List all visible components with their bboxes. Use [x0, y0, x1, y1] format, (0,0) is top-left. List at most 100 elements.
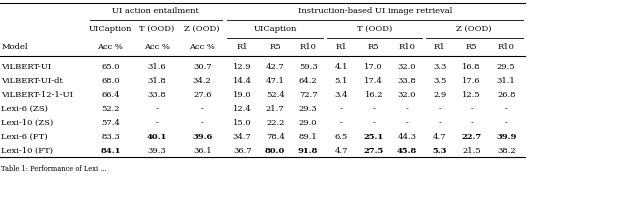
Text: 27.6: 27.6	[193, 91, 211, 99]
Text: 12.9: 12.9	[233, 63, 252, 71]
Text: 16.8: 16.8	[462, 63, 481, 71]
Text: -: -	[372, 119, 375, 127]
Text: 64.2: 64.2	[299, 77, 317, 85]
Text: 33.8: 33.8	[397, 77, 417, 85]
Text: 42.7: 42.7	[266, 63, 285, 71]
Text: -: -	[340, 119, 342, 127]
Text: R1: R1	[335, 43, 347, 51]
Text: R5: R5	[368, 43, 380, 51]
Text: 3.4: 3.4	[334, 91, 348, 99]
Text: 32.0: 32.0	[398, 91, 416, 99]
Text: Lexi-6 (FT): Lexi-6 (FT)	[1, 133, 48, 141]
Text: 36.1: 36.1	[193, 147, 212, 155]
Text: T (OOD): T (OOD)	[356, 25, 392, 33]
Text: UI action entailment: UI action entailment	[113, 7, 199, 15]
Text: 16.2: 16.2	[365, 91, 383, 99]
Text: 30.7: 30.7	[193, 63, 212, 71]
Text: 39.3: 39.3	[147, 147, 166, 155]
Text: -: -	[406, 105, 408, 113]
Text: Model: Model	[1, 43, 28, 51]
Text: 83.3: 83.3	[101, 133, 120, 141]
Text: Acc %: Acc %	[189, 43, 215, 51]
Text: -: -	[340, 105, 342, 113]
Text: R10: R10	[498, 43, 515, 51]
Text: -: -	[156, 119, 158, 127]
Text: 44.3: 44.3	[397, 133, 417, 141]
Text: 31.6: 31.6	[147, 63, 166, 71]
Text: R10: R10	[399, 43, 415, 51]
Text: 52.4: 52.4	[266, 91, 285, 99]
Text: 39.6: 39.6	[192, 133, 212, 141]
Text: UICaption: UICaption	[253, 25, 297, 33]
Text: ViLBERT-UI: ViLBERT-UI	[1, 63, 52, 71]
Text: 5.3: 5.3	[433, 147, 447, 155]
Text: 21.7: 21.7	[266, 105, 285, 113]
Text: 3.3: 3.3	[433, 63, 446, 71]
Text: 72.7: 72.7	[299, 91, 317, 99]
Text: R5: R5	[269, 43, 281, 51]
Text: 89.1: 89.1	[299, 133, 317, 141]
Text: R10: R10	[300, 43, 317, 51]
Text: 4.7: 4.7	[433, 133, 447, 141]
Text: 15.0: 15.0	[233, 119, 252, 127]
Text: 25.1: 25.1	[364, 133, 384, 141]
Text: 57.4: 57.4	[101, 119, 120, 127]
Text: 5.1: 5.1	[335, 77, 348, 85]
Text: 21.5: 21.5	[462, 147, 481, 155]
Text: -: -	[470, 105, 473, 113]
Text: -: -	[438, 119, 441, 127]
Text: -: -	[505, 119, 508, 127]
Text: 17.4: 17.4	[364, 77, 383, 85]
Text: R1: R1	[236, 43, 248, 51]
Text: 52.2: 52.2	[101, 105, 120, 113]
Text: 4.1: 4.1	[334, 63, 348, 71]
Text: 22.7: 22.7	[461, 133, 482, 141]
Text: Table 1: Performance of Lexi ...: Table 1: Performance of Lexi ...	[1, 165, 107, 173]
Text: UICaption: UICaption	[89, 25, 132, 33]
Text: ViLBERT-12-1-UI: ViLBERT-12-1-UI	[1, 91, 73, 99]
Text: Instruction-based UI image retrieval: Instruction-based UI image retrieval	[298, 7, 452, 15]
Text: -: -	[372, 105, 375, 113]
Text: 31.1: 31.1	[497, 77, 516, 85]
Text: Lexi-10 (ZS): Lexi-10 (ZS)	[1, 119, 54, 127]
Text: 6.5: 6.5	[335, 133, 348, 141]
Text: 38.2: 38.2	[497, 147, 516, 155]
Text: -: -	[438, 105, 441, 113]
Text: 3.5: 3.5	[433, 77, 446, 85]
Text: ViLBERT-UI-dt: ViLBERT-UI-dt	[1, 77, 63, 85]
Text: 14.4: 14.4	[233, 77, 252, 85]
Text: 19.0: 19.0	[233, 91, 252, 99]
Text: -: -	[201, 105, 204, 113]
Text: Z (OOD): Z (OOD)	[184, 25, 220, 33]
Text: 66.4: 66.4	[101, 91, 120, 99]
Text: Acc %: Acc %	[97, 43, 124, 51]
Text: 39.9: 39.9	[496, 133, 516, 141]
Text: 27.5: 27.5	[364, 147, 384, 155]
Text: -: -	[505, 105, 508, 113]
Text: 17.0: 17.0	[364, 63, 383, 71]
Text: 91.8: 91.8	[298, 147, 319, 155]
Text: R1: R1	[434, 43, 445, 51]
Text: 4.7: 4.7	[334, 147, 348, 155]
Text: 12.4: 12.4	[233, 105, 252, 113]
Text: Lexi-6 (ZS): Lexi-6 (ZS)	[1, 105, 48, 113]
Text: 36.7: 36.7	[233, 147, 252, 155]
Text: 34.7: 34.7	[233, 133, 252, 141]
Text: 47.1: 47.1	[266, 77, 285, 85]
Text: 22.2: 22.2	[266, 119, 284, 127]
Text: 59.3: 59.3	[299, 63, 317, 71]
Text: Acc %: Acc %	[144, 43, 170, 51]
Text: 80.0: 80.0	[265, 147, 285, 155]
Text: 65.0: 65.0	[101, 63, 120, 71]
Text: 34.2: 34.2	[193, 77, 212, 85]
Text: 17.6: 17.6	[462, 77, 481, 85]
Text: 12.5: 12.5	[462, 91, 481, 99]
Text: Lexi-10 (FT): Lexi-10 (FT)	[1, 147, 53, 155]
Text: 26.8: 26.8	[497, 91, 515, 99]
Text: 45.8: 45.8	[397, 147, 417, 155]
Text: 40.1: 40.1	[147, 133, 167, 141]
Text: 68.0: 68.0	[101, 77, 120, 85]
Text: -: -	[201, 119, 204, 127]
Text: R5: R5	[466, 43, 477, 51]
Text: 32.0: 32.0	[398, 63, 416, 71]
